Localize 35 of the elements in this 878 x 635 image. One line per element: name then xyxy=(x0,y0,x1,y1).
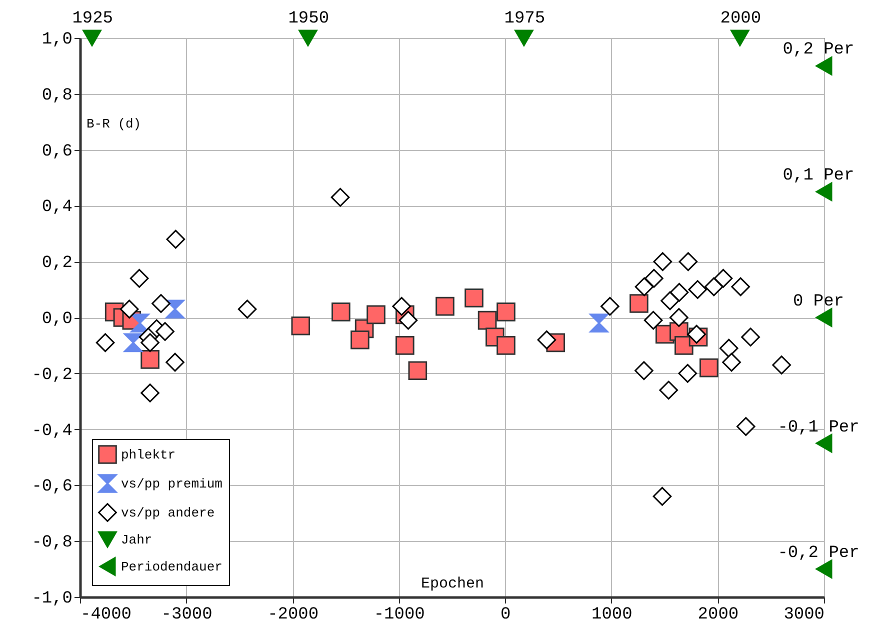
x-tick-label: -4000 xyxy=(80,606,132,624)
legend-label: Periodendauer xyxy=(121,560,222,574)
y-tick-label: -0,2 xyxy=(32,366,72,385)
x2-tick-label: 1950 xyxy=(288,10,330,28)
x-tick-label: -3000 xyxy=(161,606,212,624)
x-tick-label: 3000 xyxy=(784,606,824,624)
x-tick-label: -1000 xyxy=(374,606,425,624)
y2-tick-label: -0,2 Per xyxy=(778,544,860,564)
x-tick-label: 2000 xyxy=(698,606,739,624)
y-tick-label: 0,6 xyxy=(42,142,72,162)
y-tick-label: 1,0 xyxy=(42,30,72,50)
y2-tick-label: 0,2 Per xyxy=(782,40,854,60)
y-axis-title: B-R (d) xyxy=(86,116,142,132)
y2-tick-label: 0,1 Per xyxy=(782,166,854,186)
y2-tick-label: 0 Per xyxy=(792,292,844,312)
x-tick-label: -2000 xyxy=(268,606,319,624)
x-axis-title: Epochen xyxy=(420,576,484,592)
x-tick-label: 0 xyxy=(500,606,511,624)
x2-tick-label: 1975 xyxy=(504,10,546,28)
y-tick-label: 0,2 xyxy=(42,254,72,274)
x-tick-label: 1000 xyxy=(592,606,632,624)
y-tick-label: -0,8 xyxy=(32,534,72,553)
y2-tick-label: -0,1 Per xyxy=(778,418,860,438)
legend-label: vs/pp premium xyxy=(121,476,223,492)
x2-tick-label: 1925 xyxy=(72,10,114,28)
y-tick-label: -0,6 xyxy=(32,478,72,497)
legend-label: Jahr xyxy=(121,532,152,548)
x2-tick-label: 2000 xyxy=(720,10,762,28)
y-tick-label: 0,4 xyxy=(42,198,72,218)
y-tick-label: -0,4 xyxy=(32,422,72,441)
y-tick-label: -1,0 xyxy=(32,590,72,608)
legend-label: vs/pp andere xyxy=(121,506,215,520)
y-tick-label: 0,8 xyxy=(42,86,72,106)
y-tick-label: 0,0 xyxy=(42,310,72,329)
legend-label: phlektr xyxy=(121,448,176,462)
